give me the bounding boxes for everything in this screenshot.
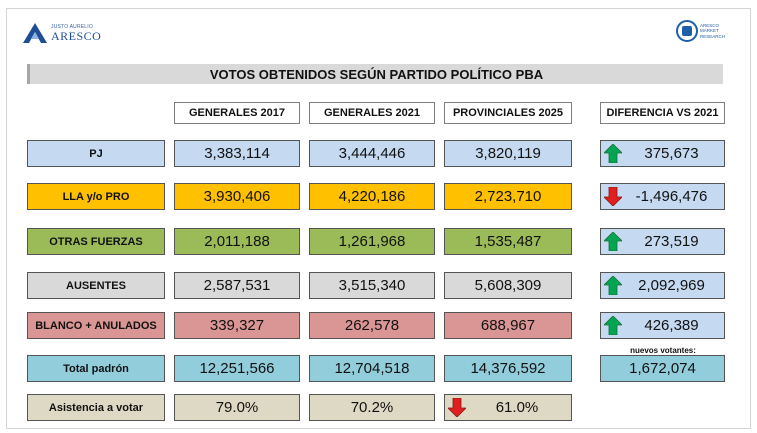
total-diff-value: 1,672,074 — [629, 360, 696, 377]
aresco-logo-mark-icon — [23, 23, 47, 43]
lla-2025: 2,723,710 — [444, 183, 572, 210]
logo-right-line-3: RESEARCH — [700, 33, 726, 39]
blanco-2021: 262,578 — [309, 312, 435, 339]
row-label-otras-fuerzas: OTRAS FUERZAS — [27, 228, 165, 255]
logo-small-text: JUSTO AURELIO — [51, 23, 93, 30]
total-2021: 12,704,518 — [309, 355, 435, 382]
arrow-up-icon — [604, 316, 622, 335]
otras-2021: 1,261,968 — [309, 228, 435, 255]
blanco-2017: 339,327 — [174, 312, 300, 339]
logo-name: ARESCO — [51, 28, 102, 43]
market-research-emblem-icon — [676, 20, 698, 42]
otras-2025: 1,535,487 — [444, 228, 572, 255]
lla-2021: 4,220,186 — [309, 183, 435, 210]
aresco-market-research-logo: ARESCO MARKET RESEARCH — [676, 20, 725, 42]
otras-diff-value: 273,519 — [644, 233, 699, 250]
asistencia-2017: 79.0% — [174, 394, 300, 421]
arrow-down-icon — [604, 187, 622, 206]
logo-right-line-1: ARESCO — [700, 23, 720, 29]
header-provinciales-2025: PROVINCIALES 2025 — [444, 102, 572, 124]
arrow-down-icon — [448, 398, 466, 417]
total-diff: 1,672,074 — [600, 355, 725, 382]
header-generales-2017: GENERALES 2017 — [174, 102, 300, 124]
pj-diff: 375,673 — [600, 140, 725, 167]
otras-2017: 2,011,188 — [174, 228, 300, 255]
lla-diff: -1,496,476 — [600, 183, 725, 210]
aresco-logo: JUSTO AURELIO ARESCO — [22, 22, 101, 44]
asistencia-2025-value: 61.0% — [495, 399, 539, 416]
row-label-total-padron: Total padrón — [27, 355, 165, 382]
pj-2017: 3,383,114 — [174, 140, 300, 167]
header-generales-2021: GENERALES 2021 — [309, 102, 435, 124]
row-label-lla-pro: LLA y/o PRO — [27, 183, 165, 210]
arrow-up-icon — [604, 144, 622, 163]
arrow-up-icon — [604, 276, 622, 295]
pj-diff-value: 375,673 — [644, 145, 699, 162]
asistencia-2025: 61.0% — [444, 394, 572, 421]
header-diferencia-vs-2021: DIFERENCIA VS 2021 — [600, 102, 725, 124]
table-title: VOTOS OBTENIDOS SEGÚN PARTIDO POLÍTICO P… — [27, 64, 723, 84]
ausentes-diff-value: 2,092,969 — [638, 277, 705, 294]
nuevos-votantes-note: nuevos votantes: — [630, 346, 696, 355]
arrow-up-icon — [604, 232, 622, 251]
otras-diff: 273,519 — [600, 228, 725, 255]
ausentes-2025: 5,608,309 — [444, 272, 572, 299]
blanco-diff: 426,389 — [600, 312, 725, 339]
slide-frame — [6, 8, 751, 429]
blanco-diff-value: 426,389 — [644, 317, 699, 334]
asistencia-2021: 70.2% — [309, 394, 435, 421]
ausentes-2021: 3,515,340 — [309, 272, 435, 299]
row-label-pj: PJ — [27, 140, 165, 167]
row-label-blanco-anulados: BLANCO + ANULADOS — [27, 312, 165, 339]
ausentes-2017: 2,587,531 — [174, 272, 300, 299]
pj-2025: 3,820,119 — [444, 140, 572, 167]
total-2017: 12,251,566 — [174, 355, 300, 382]
total-2025: 14,376,592 — [444, 355, 572, 382]
lla-2017: 3,930,406 — [174, 183, 300, 210]
logo-right-line-2: MARKET — [700, 28, 719, 34]
row-label-asistencia: Asistencia a votar — [27, 394, 165, 421]
pj-2021: 3,444,446 — [309, 140, 435, 167]
ausentes-diff: 2,092,969 — [600, 272, 725, 299]
blanco-2025: 688,967 — [444, 312, 572, 339]
row-label-ausentes: AUSENTES — [27, 272, 165, 299]
lla-diff-value: -1,496,476 — [635, 188, 708, 205]
